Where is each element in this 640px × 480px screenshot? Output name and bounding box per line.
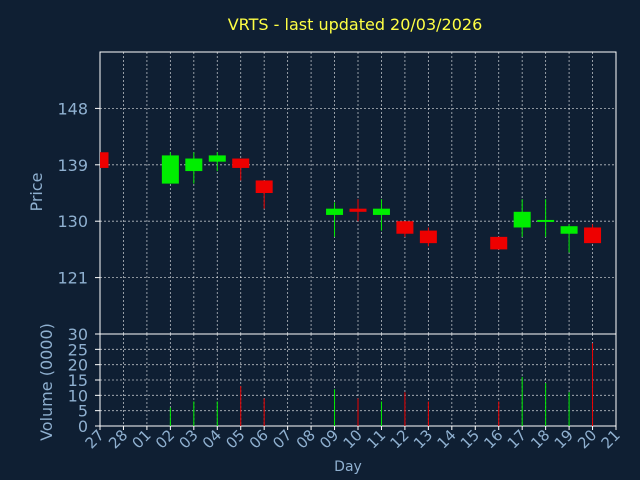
x-tick-label: 12 bbox=[387, 426, 413, 452]
x-tick-label: 02 bbox=[152, 426, 178, 452]
x-axis-ticks: 2728010203040506070809101112131415161718… bbox=[82, 426, 624, 452]
candle-body bbox=[255, 180, 273, 193]
price-panel: 121 130 139 148 bbox=[57, 51, 617, 335]
candle-body bbox=[349, 208, 367, 212]
candle-body bbox=[513, 211, 531, 228]
price-y-tick-label: 130 bbox=[57, 212, 88, 231]
x-tick-label: 14 bbox=[433, 426, 459, 452]
x-tick-label: 01 bbox=[129, 426, 155, 452]
price-y-tick-label: 139 bbox=[57, 156, 88, 175]
volume-y-tick-label: 25 bbox=[68, 340, 88, 359]
price-y-tick-label: 148 bbox=[57, 99, 88, 118]
x-tick-label: 11 bbox=[363, 426, 389, 452]
candle-body bbox=[490, 236, 508, 250]
volume-y-tick-label: 15 bbox=[68, 371, 88, 390]
x-tick-label: 15 bbox=[457, 426, 483, 452]
candle-body bbox=[419, 230, 437, 244]
candle-body bbox=[537, 219, 555, 222]
volume-y-tick-label: 0 bbox=[78, 417, 88, 436]
candle-body bbox=[232, 158, 250, 168]
volume-axis-label: Volume (0000) bbox=[37, 323, 56, 441]
x-tick-label: 03 bbox=[175, 426, 201, 452]
candle-body bbox=[161, 155, 179, 184]
x-tick-label: 19 bbox=[551, 426, 577, 452]
volume-y-tick-label: 5 bbox=[78, 402, 88, 421]
x-tick-label: 18 bbox=[527, 426, 553, 452]
x-tick-label: 04 bbox=[199, 426, 225, 452]
price-y-tick-label: 121 bbox=[57, 269, 88, 288]
x-tick-label: 10 bbox=[340, 426, 366, 452]
x-tick-label: 28 bbox=[105, 426, 131, 452]
candle-body bbox=[100, 152, 109, 168]
candle-body bbox=[560, 226, 578, 234]
x-tick-label: 05 bbox=[222, 426, 248, 452]
x-tick-label: 16 bbox=[480, 426, 506, 452]
volume-y-tick-label: 30 bbox=[68, 325, 88, 344]
candle-body bbox=[396, 221, 414, 234]
candle-body bbox=[326, 208, 344, 215]
volume-y-tick-label: 20 bbox=[68, 356, 88, 375]
x-tick-label: 06 bbox=[246, 426, 272, 452]
chart-title: VRTS - last updated 20/03/2026 bbox=[228, 15, 483, 34]
x-tick-label: 20 bbox=[574, 426, 600, 452]
candle-body bbox=[584, 227, 602, 244]
x-axis-label: Day bbox=[334, 459, 362, 475]
candles-group bbox=[100, 152, 602, 253]
volume-y-tick-label: 10 bbox=[68, 386, 88, 405]
x-tick-label: 17 bbox=[504, 426, 530, 452]
price-axis-label: Price bbox=[27, 172, 46, 211]
x-tick-label: 13 bbox=[410, 426, 436, 452]
candle-body bbox=[185, 158, 203, 172]
candle-body bbox=[208, 155, 226, 162]
x-tick-label: 08 bbox=[293, 426, 319, 452]
x-tick-label: 09 bbox=[316, 426, 342, 452]
candle-body bbox=[372, 208, 390, 215]
x-tick-label: 07 bbox=[269, 426, 295, 452]
x-tick-label: 21 bbox=[598, 426, 624, 452]
